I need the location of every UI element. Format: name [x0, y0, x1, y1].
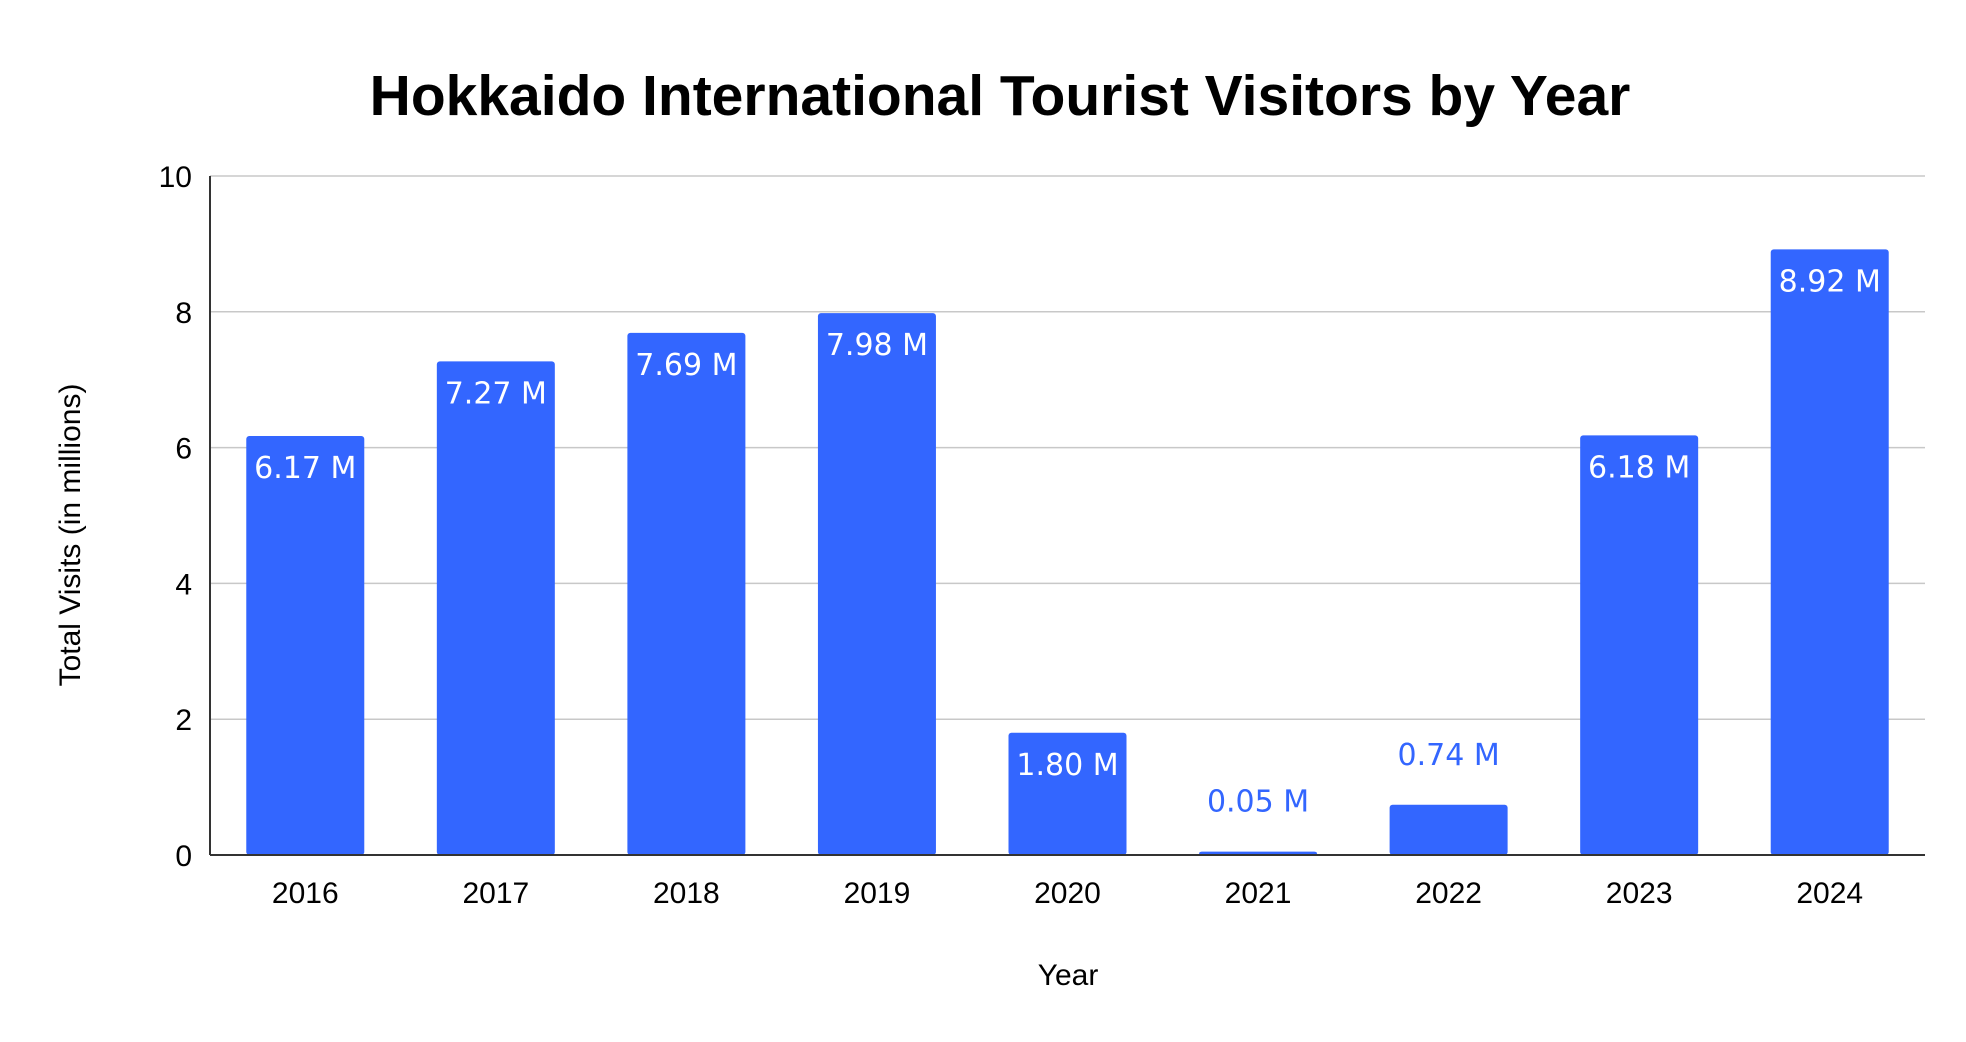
y-tick-label: 8 — [175, 297, 192, 330]
bar-2018 — [627, 332, 746, 855]
x-tick-label: 2024 — [1796, 877, 1863, 910]
data-label-2018: 7.69 M — [635, 348, 737, 383]
y-tick-label: 4 — [175, 568, 192, 601]
x-tick-label: 2019 — [844, 877, 911, 910]
x-tick-label: 2018 — [653, 877, 720, 910]
chart-title: Hokkaido International Tourist Visitors … — [370, 64, 1631, 128]
y-tick-label: 10 — [159, 161, 192, 194]
bars — [246, 249, 1889, 856]
data-label-2021: 0.05 M — [1207, 785, 1309, 820]
data-label-2024: 8.92 M — [1779, 264, 1881, 299]
x-tick-label: 2022 — [1415, 877, 1482, 910]
bar-2022 — [1389, 804, 1508, 855]
y-tick-label: 2 — [175, 704, 192, 737]
bar-2023 — [1580, 435, 1699, 855]
y-axis-ticks: 0 2 4 6 8 10 — [159, 161, 192, 873]
y-axis-title: Total Visits (in millions) — [54, 384, 87, 687]
y-tick-label: 0 — [175, 840, 192, 873]
x-tick-label: 2021 — [1225, 877, 1292, 910]
x-tick-label: 2023 — [1606, 877, 1673, 910]
data-label-2016: 6.17 M — [254, 451, 356, 486]
x-axis-ticks: 2016 2017 2018 2019 2020 2021 2022 2023 2024 — [272, 877, 1863, 910]
bar-2017 — [436, 361, 555, 855]
data-label-2023: 6.18 M — [1588, 450, 1690, 485]
bar-2016 — [246, 436, 365, 855]
data-labels: 6.17 M 7.27 M 7.69 M 7.98 M 1.80 M 0.05 M 0.74… — [254, 264, 1881, 819]
data-label-2022: 0.74 M — [1398, 738, 1500, 773]
data-label-2019: 7.98 M — [826, 328, 928, 363]
bar-2019 — [817, 313, 936, 856]
x-tick-label: 2020 — [1034, 877, 1101, 910]
y-tick-label: 6 — [175, 433, 192, 466]
bar-2020 — [1008, 732, 1127, 855]
bar-2024 — [1770, 249, 1889, 855]
x-tick-label: 2016 — [272, 877, 339, 910]
x-tick-label: 2017 — [462, 877, 529, 910]
x-axis-title: Year — [1038, 959, 1099, 992]
data-label-2020: 1.80 M — [1016, 748, 1118, 783]
data-label-2017: 7.27 M — [445, 376, 547, 411]
